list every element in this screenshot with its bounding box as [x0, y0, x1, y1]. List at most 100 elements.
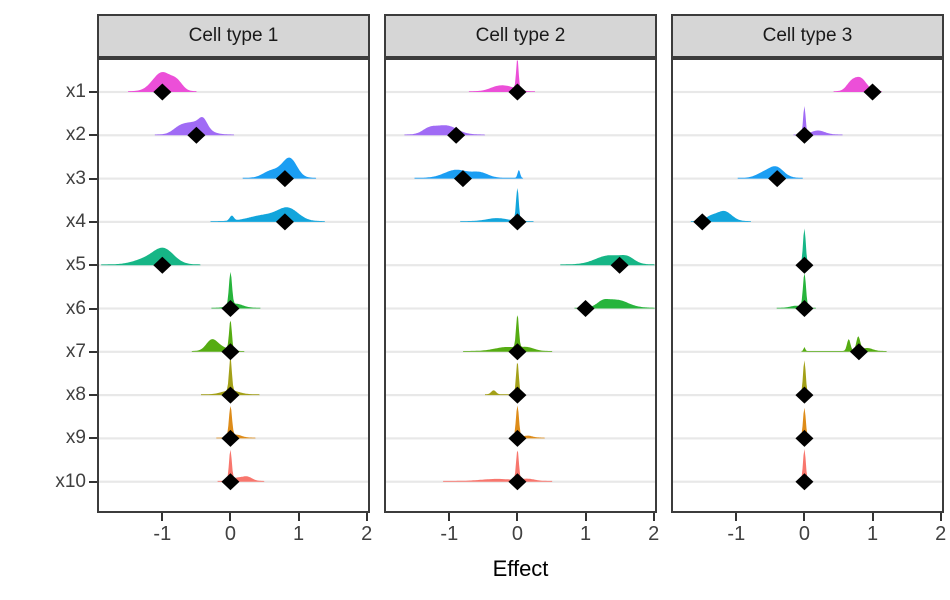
point-estimate-diamond-x5: [795, 256, 814, 274]
point-estimate-diamond-x4: [275, 213, 294, 231]
y-axis-tick: [89, 307, 97, 310]
density-ridge-x9: [799, 407, 810, 439]
density-ridge-x3: [414, 169, 524, 179]
point-estimate-diamond-x10: [508, 473, 527, 491]
plot-canvas: [673, 76, 942, 491]
point-estimate-diamond-x3: [453, 170, 472, 188]
density-ridge-x3: [242, 157, 317, 179]
gridline: [99, 264, 368, 267]
y-axis-tick: [89, 91, 97, 93]
point-estimate-diamond-x1: [508, 83, 527, 101]
density-ridge-x9: [216, 406, 256, 439]
gridline: [99, 90, 368, 94]
point-estimate-diamond-x9: [221, 429, 240, 447]
x-axis-tick-label: 1: [866, 523, 879, 545]
gridline: [673, 350, 942, 353]
density-ridge-x2: [404, 125, 486, 136]
density-ridge-x6: [776, 273, 816, 309]
facet-panel-3: Cell type 3: [671, 14, 944, 513]
y-axis-label: x4: [65, 210, 86, 232]
x-axis-title: Effect: [492, 556, 549, 581]
density-ridge-x10: [217, 449, 265, 482]
density-ridge-x7: [463, 315, 553, 352]
x-axis-tick-label: -1: [153, 523, 172, 545]
x-axis-tick-label: 1: [292, 523, 305, 545]
y-axis-tick: [89, 480, 97, 483]
point-estimate-diamond-x9: [795, 429, 814, 447]
point-estimate-diamond-x4: [693, 213, 712, 231]
y-axis-tick: [89, 437, 97, 440]
density-ridge-x7: [801, 336, 887, 352]
y-axis-tick: [89, 264, 97, 267]
gridline: [673, 177, 942, 180]
y-axis-tick: [89, 220, 97, 223]
y-axis-label: x8: [65, 384, 86, 406]
point-estimate-diamond-x4: [508, 213, 527, 231]
x-axis-tick-label: -1: [440, 523, 459, 545]
density-ridge-x5: [799, 228, 810, 266]
x-axis-tick-label: 2: [648, 523, 660, 545]
point-estimate-diamond-x1: [863, 83, 882, 101]
x-axis-tick-label: -1: [727, 523, 746, 545]
gridline: [386, 307, 655, 310]
point-estimate-diamond-x8: [795, 386, 814, 404]
point-estimate-diamond-x3: [275, 170, 294, 188]
point-estimate-diamond-x6: [576, 300, 595, 317]
gridline: [99, 177, 368, 180]
gridline: [386, 264, 655, 267]
density-ridge-x6: [211, 271, 261, 309]
y-axis-label: x2: [65, 124, 86, 146]
point-estimate-diamond-x7: [849, 343, 868, 361]
x-axis-tick: [584, 513, 587, 521]
density-ridge-x4: [210, 207, 326, 222]
point-estimate-diamond-x10: [795, 473, 814, 491]
plot-area: [671, 58, 944, 513]
density-ridge-x1: [468, 60, 536, 92]
y-axis-tick: [89, 134, 97, 137]
density-ridge-x7: [191, 320, 245, 352]
y-axis-tick: [89, 177, 97, 180]
y-axis-label: x10: [55, 470, 86, 492]
point-estimate-diamond-x10: [221, 473, 240, 491]
x-axis-tick-label: 0: [798, 523, 810, 545]
x-axis-tick-label: 0: [224, 523, 236, 545]
plot-canvas: [386, 60, 655, 491]
x-axis-tick-label: 2: [935, 523, 947, 545]
y-axis-label: x1: [65, 81, 86, 102]
x-axis-tick: [297, 513, 300, 521]
x-axis-tick: [365, 513, 368, 521]
gridline: [673, 90, 942, 94]
facet-label: Cell type 3: [671, 14, 944, 58]
point-estimate-diamond-x6: [795, 300, 814, 317]
density-ridge-x4: [460, 188, 534, 222]
x-axis-tick-label: 2: [361, 523, 373, 545]
density-ridge-x10: [799, 449, 810, 482]
point-estimate-diamond-x2: [795, 126, 814, 144]
point-estimate-diamond-x2: [187, 126, 206, 144]
y-axis-label: x7: [65, 340, 86, 362]
density-ridge-x2: [154, 117, 235, 136]
y-axis-label: x6: [65, 297, 86, 319]
gridline: [673, 220, 942, 223]
point-estimate-diamond-x1: [153, 83, 172, 101]
y-axis-label: x5: [65, 254, 86, 276]
plot-canvas: [99, 72, 368, 491]
x-axis-tick: [448, 513, 451, 521]
density-ridge-x6: [574, 299, 655, 309]
plot-area: [97, 58, 370, 513]
density-ridge-x8: [201, 358, 260, 396]
facet-label: Cell type 2: [384, 14, 657, 58]
point-estimate-diamond-x6: [221, 300, 240, 317]
density-ridge-x9: [510, 405, 545, 439]
point-estimate-diamond-x7: [508, 343, 527, 361]
point-estimate-diamond-x3: [768, 170, 787, 188]
x-axis-tick: [871, 513, 874, 521]
point-estimate-diamond-x9: [508, 429, 527, 447]
point-estimate-diamond-x8: [508, 386, 527, 404]
y-axis-tick: [89, 394, 97, 397]
x-axis-tick: [803, 513, 806, 521]
x-axis-tick: [735, 513, 738, 521]
density-ridge-x3: [737, 166, 803, 179]
facet-label: Cell type 1: [97, 14, 370, 58]
density-ridge-x5: [560, 255, 655, 266]
